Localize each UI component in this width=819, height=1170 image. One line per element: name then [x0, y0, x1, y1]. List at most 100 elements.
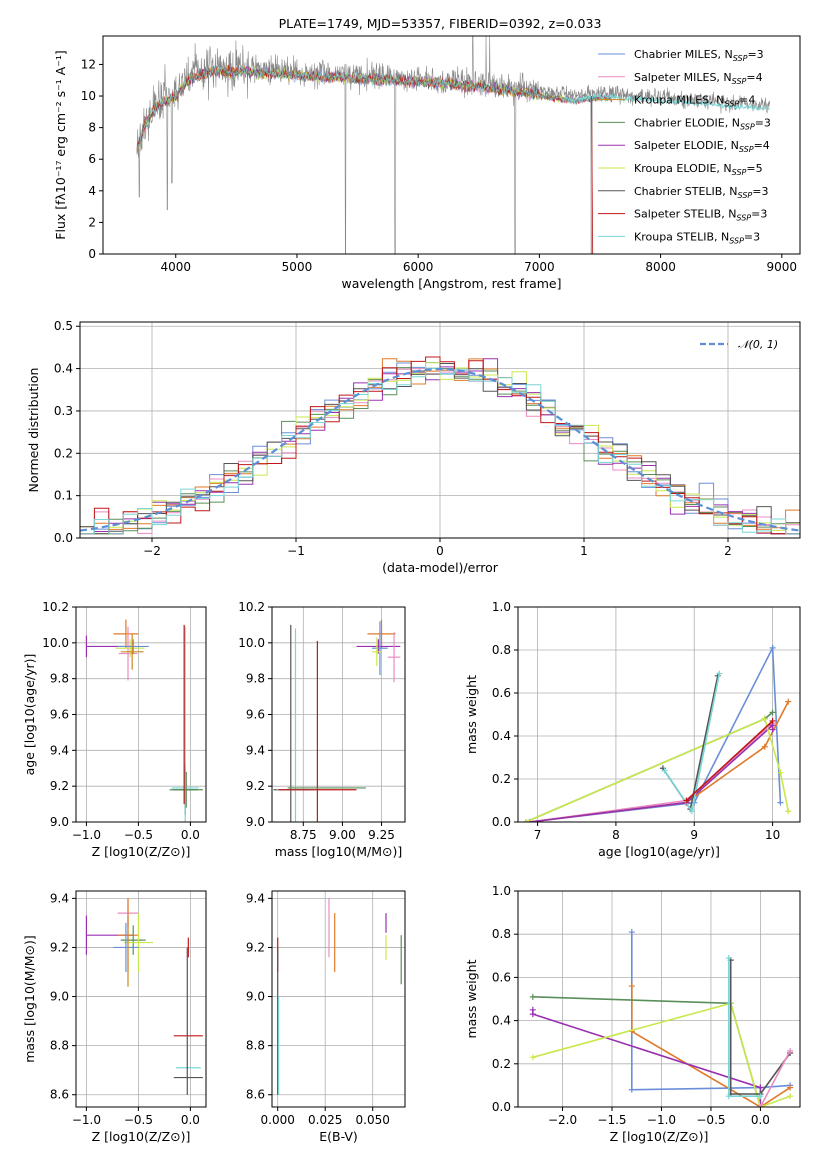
y-tick-label: 0.6 [492, 686, 511, 700]
x-axis-label: wavelength [Angstrom, rest frame] [341, 276, 561, 291]
x-tick-label: 0.000 [261, 1113, 295, 1127]
legend-sub: SSP [732, 77, 747, 86]
y-tick-label: 9.0 [246, 990, 265, 1004]
x-tick-label: 4000 [160, 260, 191, 274]
legend-suffix: =4 [739, 94, 755, 107]
model-spectrum-kroupa_stelib [136, 65, 613, 154]
y-axis-label: mass weight [464, 675, 479, 754]
y-tick-label: 0.1 [54, 489, 73, 503]
axes-frame [75, 606, 207, 823]
plot-area-mass_vs_Z [85, 898, 203, 1095]
panel-mass_vs_Z: −1.0 −0.5 0.0 8.6 8.8 9.0 9.2 9.4 Z [log10(Z/Z⊙)… [22, 890, 207, 1144]
y-tick-label: 8.6 [246, 1088, 265, 1102]
plot-area-spectrum [136, 36, 770, 254]
x-tick-label: 8.75 [290, 828, 317, 842]
y-tick-label: 10.0 [42, 636, 69, 650]
series-marker [688, 808, 695, 815]
legend-prefix: Salpeter MILES, N [634, 71, 732, 84]
y-tick-label: 8.6 [50, 1088, 69, 1102]
plot-area-mass_vs_ebv [277, 898, 402, 1095]
y-tick-label: 9.2 [50, 779, 69, 793]
series-line-chabrier_miles [529, 644, 782, 822]
series-marker [529, 993, 536, 1000]
x-tick-label: 7000 [524, 260, 555, 274]
x-axis-label: (data-model)/error [382, 560, 499, 575]
legend-entry: 𝒩(0, 1) [738, 338, 778, 351]
panel-spectrum: 4000 5000 6000 7000 8000 9000 0 2 4 6 8 10 12 wavelen… [53, 35, 801, 291]
panel-mass_vs_ebv: 0.000 0.025 0.050 8.6 8.8 9.0 9.2 9.4 E(B-V) [246, 890, 406, 1144]
axes-frame [271, 890, 406, 1108]
legend-prefix: Kroupa STELIB, N [634, 230, 729, 243]
legend-prefix: Salpeter ELODIE, N [634, 139, 739, 152]
plot-area-age_vs_mass [273, 619, 401, 822]
series-marker [683, 797, 690, 804]
series-marker [785, 698, 792, 705]
panel-residuals: −2 −1 0 1 2 0.0 0.1 0.2 0.3 0.4 0.5 (data-model)/er… [26, 319, 801, 575]
y-tick-label: 9.2 [50, 940, 69, 954]
y-tick-label: 0.5 [54, 319, 73, 333]
legend-suffix: =3 [744, 230, 760, 243]
model-spectrum-tail [563, 92, 770, 111]
legend-suffix: =3 [747, 48, 763, 61]
series-line-salpeter_miles [759, 1050, 791, 1107]
x-axis-label: E(B-V) [319, 1129, 358, 1144]
series-marker [661, 767, 668, 774]
y-tick-label: 9.8 [50, 672, 69, 686]
x-tick-label: 0.0 [181, 828, 200, 842]
legend-entry: Chabrier MILES, NSSP=3 [634, 48, 764, 63]
y-tick-label: 0.2 [54, 446, 73, 460]
series-marker [785, 808, 792, 815]
x-tick-label: 0 [436, 544, 444, 558]
series-marker [529, 1011, 536, 1018]
y-tick-label: 12 [81, 57, 96, 71]
y-tick-label: 9.0 [50, 990, 69, 1004]
x-axis-label: Z [log10(Z/Z⊙)] [92, 844, 191, 859]
x-tick-label: 0.0 [181, 1113, 200, 1127]
series-marker [761, 743, 768, 750]
y-tick-label: 0.0 [492, 815, 511, 829]
gaussian-curve [80, 367, 800, 532]
series-marker [522, 819, 529, 822]
legend-suffix: =4 [754, 139, 770, 152]
series-line-salpeter_stelib [685, 720, 774, 802]
x-tick-label: 6000 [403, 260, 434, 274]
x-tick-label: 9.00 [329, 828, 356, 842]
series-marker [628, 1086, 635, 1093]
y-tick-label: 0.4 [54, 362, 73, 376]
x-tick-label: 0.050 [356, 1113, 390, 1127]
x-tick-label: −0.5 [124, 828, 153, 842]
series-marker [787, 1047, 794, 1054]
legend-prefix: Chabrier STELIB, N [634, 185, 738, 198]
legend-suffix: =3 [755, 116, 771, 129]
y-tick-label: 0 [88, 247, 96, 261]
y-tick-label: 9.0 [246, 815, 265, 829]
x-tick-label: 0.025 [308, 1113, 342, 1127]
y-tick-label: 10.2 [42, 600, 69, 614]
legend-entry: Salpeter MILES, NSSP=4 [634, 71, 763, 86]
plot-area-age_vs_Z [85, 619, 203, 822]
plot-area-massweight_vs_age [522, 644, 792, 822]
legend-entry: Kroupa ELODIE, NSSP=5 [634, 162, 763, 177]
series-line-chabrier_elodie [532, 996, 762, 1107]
plot-area-residuals [80, 356, 800, 535]
legend-entry: Kroupa MILES, NSSP=4 [634, 94, 755, 109]
legend-entry: Salpeter ELODIE, NSSP=4 [634, 139, 770, 154]
legend-suffix: =5 [746, 162, 762, 175]
legend-prefix: Kroupa MILES, N [634, 94, 724, 107]
series-marker [725, 1093, 732, 1100]
axes-frame [102, 35, 801, 255]
series-line-salpeter_elodie [529, 723, 774, 822]
y-tick-label: 0.2 [492, 1057, 511, 1071]
series-marker [761, 715, 768, 722]
y-axis-label: mass [log10(M/M⊙)] [22, 935, 37, 1063]
series-marker [769, 709, 776, 716]
plot-area-massweight_vs_Z [529, 929, 794, 1107]
y-tick-label: 1.0 [492, 600, 511, 614]
series-line-kroupa_elodie [525, 717, 790, 822]
y-tick-label: 9.4 [246, 743, 265, 757]
y-tick-label: 8 [88, 121, 96, 135]
panel-massweight_vs_Z: −2.0 −1.5 −1.0 −0.5 0.0 0.0 0.2 0.4 0.6 0.8 1.0 Z [… [464, 884, 801, 1144]
series-line-salpeter_elodie [532, 1009, 762, 1107]
legend-entry: Salpeter STELIB, NSSP=3 [634, 208, 767, 223]
y-tick-label: 8.8 [246, 1039, 265, 1053]
